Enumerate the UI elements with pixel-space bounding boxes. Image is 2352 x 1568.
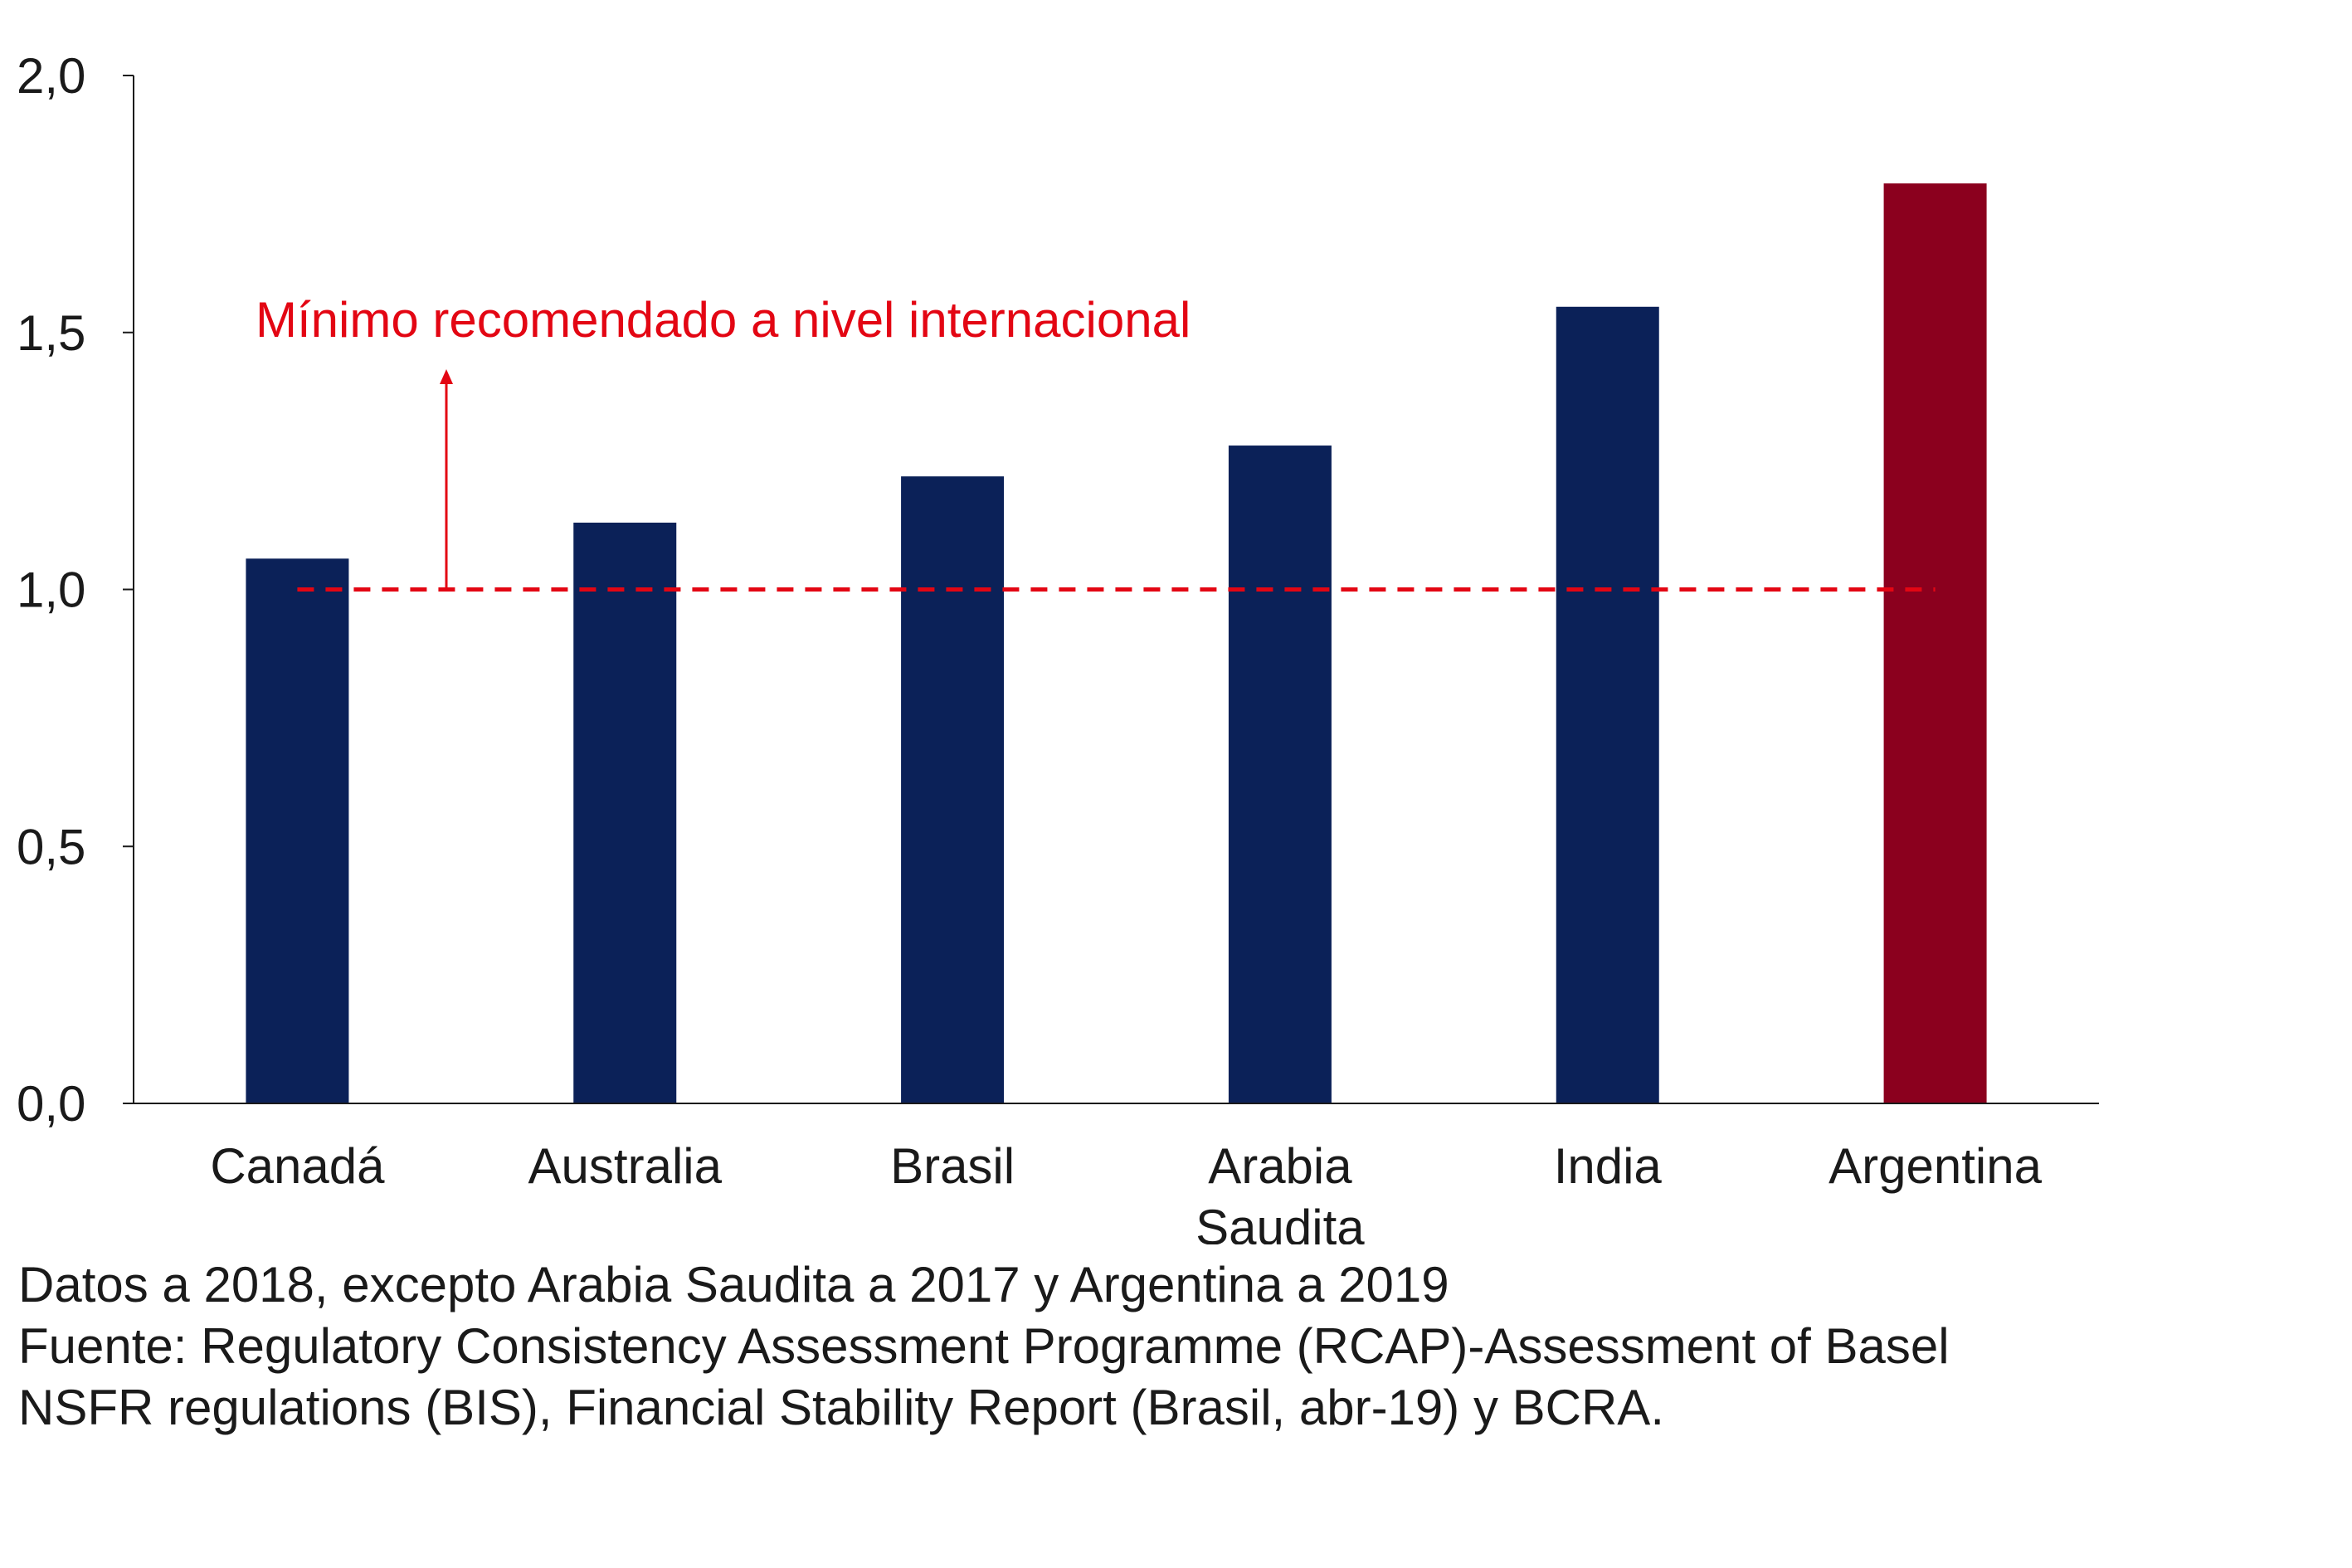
x-category-label: Canadá bbox=[210, 1138, 385, 1194]
chart-notes: Datos a 2018, excepto Arabia Saudita a 2… bbox=[18, 1254, 2333, 1439]
y-tick-label: 1,0 bbox=[17, 562, 85, 618]
bar-australia bbox=[573, 522, 677, 1103]
bar-brasil bbox=[901, 476, 1005, 1103]
reference-line-group: Mínimo recomendado a nivel internacional bbox=[256, 292, 1936, 592]
x-category-label: Australia bbox=[528, 1138, 723, 1194]
note-source-line-2: NSFR regulations (BIS), Financial Stabil… bbox=[18, 1380, 1664, 1435]
bar-arabia-saudita bbox=[1228, 446, 1332, 1103]
annotation-arrow-head bbox=[440, 369, 453, 384]
x-category-label: Argentina bbox=[1829, 1138, 2042, 1194]
bar-argentina bbox=[1883, 183, 1987, 1104]
y-axis: 0,0 0,5 1,0 1,5 2,0 bbox=[17, 48, 134, 1132]
x-category-label-line: Brasil bbox=[890, 1138, 1015, 1194]
x-category-label-line: India bbox=[1554, 1138, 1663, 1194]
x-category-label-line: Australia bbox=[528, 1138, 723, 1194]
x-category-label: Brasil bbox=[890, 1138, 1015, 1194]
bar-india bbox=[1556, 306, 1659, 1103]
y-tick-label: 2,0 bbox=[17, 48, 85, 104]
bar-canadá bbox=[246, 558, 349, 1103]
x-category-label-line: Canadá bbox=[210, 1138, 385, 1194]
x-category-label: Arabia Saudita bbox=[1195, 1138, 1365, 1244]
y-tick-label: 0,0 bbox=[17, 1076, 85, 1132]
bar-chart: 0,0 0,5 1,0 1,5 2,0 Mínimo recomendado a niv… bbox=[17, 48, 2099, 1244]
x-category-label-line: Argentina bbox=[1829, 1138, 2042, 1194]
x-category-label-line: Arabia bbox=[1208, 1138, 1352, 1194]
x-category-label-line: Saudita bbox=[1195, 1200, 1365, 1244]
y-tick-label: 0,5 bbox=[17, 819, 85, 874]
bars bbox=[246, 183, 1987, 1104]
note-data-dates: Datos a 2018, excepto Arabia Saudita a 2… bbox=[18, 1257, 1449, 1312]
y-tick-label: 1,5 bbox=[17, 305, 85, 361]
note-source-line-1: Fuente: Regulatory Consistency Assessmen… bbox=[18, 1318, 1950, 1374]
x-category-label: India bbox=[1554, 1138, 1663, 1194]
reference-line-label: Mínimo recomendado a nivel internacional bbox=[256, 292, 1191, 348]
x-axis: Canadá Australia Brasil Arabia Saudita India A… bbox=[134, 1103, 2099, 1244]
